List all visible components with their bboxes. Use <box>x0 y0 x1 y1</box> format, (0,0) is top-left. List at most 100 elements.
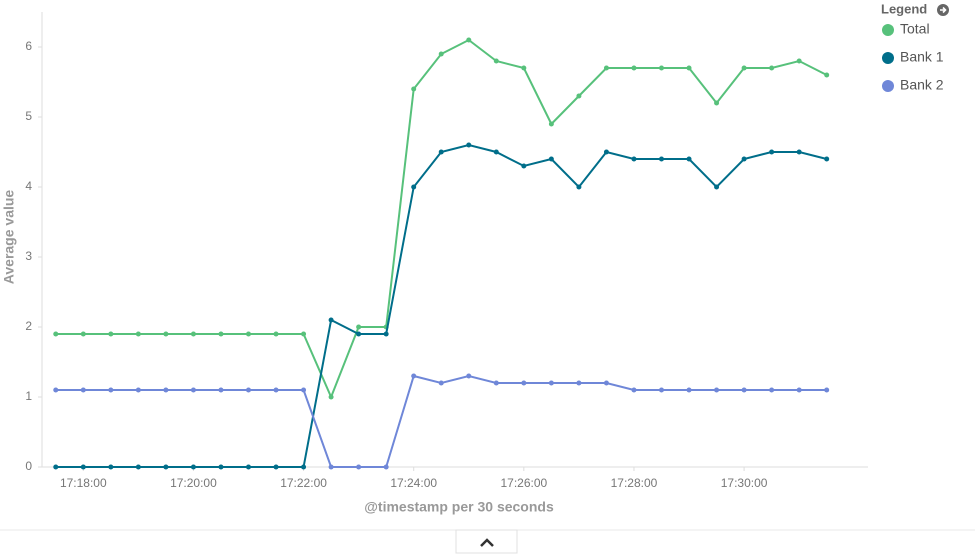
data-point[interactable] <box>659 156 664 162</box>
data-point[interactable] <box>273 464 279 470</box>
y-tick-label: 1 <box>25 389 32 403</box>
data-point[interactable] <box>631 387 637 393</box>
data-point[interactable] <box>824 72 830 78</box>
data-point[interactable] <box>796 387 802 393</box>
data-point[interactable] <box>438 149 444 155</box>
data-point[interactable] <box>108 331 114 337</box>
data-point[interactable] <box>548 121 554 127</box>
data-point[interactable] <box>548 156 554 162</box>
data-point[interactable] <box>769 149 775 155</box>
data-point[interactable] <box>438 51 444 57</box>
legend-toggle-icon[interactable] <box>937 4 949 16</box>
data-point[interactable] <box>218 387 224 393</box>
data-point[interactable] <box>631 65 637 71</box>
collapse-button[interactable] <box>455 529 518 554</box>
data-point[interactable] <box>301 464 307 470</box>
y-tick-label: 4 <box>25 179 32 193</box>
data-point[interactable] <box>576 93 582 99</box>
data-point[interactable] <box>714 387 720 393</box>
data-point[interactable] <box>521 380 527 386</box>
x-tick-label: 17:18:00 <box>60 476 107 490</box>
data-point[interactable] <box>631 156 637 162</box>
data-point[interactable] <box>108 387 114 393</box>
data-point[interactable] <box>218 464 224 470</box>
data-point[interactable] <box>190 464 196 470</box>
data-point[interactable] <box>466 142 472 148</box>
legend-swatch[interactable] <box>882 52 894 64</box>
data-point[interactable] <box>521 65 527 71</box>
data-point[interactable] <box>769 65 775 71</box>
y-axis-title: Average value <box>1 190 17 285</box>
legend-label[interactable]: Total <box>900 21 930 37</box>
data-point[interactable] <box>493 149 499 155</box>
data-point[interactable] <box>273 331 279 337</box>
data-point[interactable] <box>466 37 472 43</box>
legend-label[interactable]: Bank 2 <box>900 77 944 93</box>
data-point[interactable] <box>80 387 86 393</box>
data-point[interactable] <box>741 156 747 162</box>
data-point[interactable] <box>190 331 196 337</box>
data-point[interactable] <box>273 387 279 393</box>
data-point[interactable] <box>603 380 609 386</box>
data-point[interactable] <box>80 331 86 337</box>
data-point[interactable] <box>741 65 747 71</box>
data-point[interactable] <box>411 86 417 92</box>
data-point[interactable] <box>466 373 472 379</box>
data-point[interactable] <box>438 380 444 386</box>
data-point[interactable] <box>218 331 224 337</box>
data-point[interactable] <box>135 331 141 337</box>
data-point[interactable] <box>714 184 720 190</box>
data-point[interactable] <box>135 387 141 393</box>
data-point[interactable] <box>411 373 417 379</box>
data-point[interactable] <box>301 331 307 337</box>
data-point[interactable] <box>576 184 582 190</box>
data-point[interactable] <box>796 58 802 64</box>
data-point[interactable] <box>356 464 362 470</box>
data-point[interactable] <box>603 65 609 71</box>
data-point[interactable] <box>659 65 664 71</box>
data-point[interactable] <box>356 331 362 337</box>
data-point[interactable] <box>548 380 554 386</box>
data-point[interactable] <box>80 464 86 470</box>
legend-swatch[interactable] <box>882 80 894 92</box>
data-point[interactable] <box>796 149 802 155</box>
data-point[interactable] <box>135 464 141 470</box>
data-point[interactable] <box>383 331 389 337</box>
data-point[interactable] <box>741 387 747 393</box>
data-point[interactable] <box>714 100 720 106</box>
data-point[interactable] <box>328 394 334 400</box>
data-point[interactable] <box>328 464 334 470</box>
data-point[interactable] <box>246 464 251 470</box>
data-point[interactable] <box>411 184 417 190</box>
data-point[interactable] <box>163 464 169 470</box>
data-point[interactable] <box>246 387 251 393</box>
data-point[interactable] <box>686 65 692 71</box>
legend-title[interactable]: Legend <box>881 1 927 16</box>
data-point[interactable] <box>246 331 251 337</box>
legend-label[interactable]: Bank 1 <box>900 49 944 65</box>
data-point[interactable] <box>824 387 830 393</box>
data-point[interactable] <box>493 380 499 386</box>
data-point[interactable] <box>356 324 362 330</box>
data-point[interactable] <box>53 387 59 393</box>
data-point[interactable] <box>686 387 692 393</box>
x-tick-label: 17:26:00 <box>500 476 547 490</box>
data-point[interactable] <box>769 387 775 393</box>
data-point[interactable] <box>383 464 389 470</box>
data-point[interactable] <box>824 156 830 162</box>
data-point[interactable] <box>190 387 196 393</box>
data-point[interactable] <box>521 163 527 169</box>
data-point[interactable] <box>659 387 664 393</box>
data-point[interactable] <box>328 317 334 323</box>
data-point[interactable] <box>53 464 59 470</box>
data-point[interactable] <box>576 380 582 386</box>
data-point[interactable] <box>53 331 59 337</box>
data-point[interactable] <box>603 149 609 155</box>
data-point[interactable] <box>108 464 114 470</box>
data-point[interactable] <box>163 387 169 393</box>
data-point[interactable] <box>686 156 692 162</box>
data-point[interactable] <box>163 331 169 337</box>
data-point[interactable] <box>493 58 499 64</box>
legend-swatch[interactable] <box>882 24 894 36</box>
data-point[interactable] <box>301 387 307 393</box>
